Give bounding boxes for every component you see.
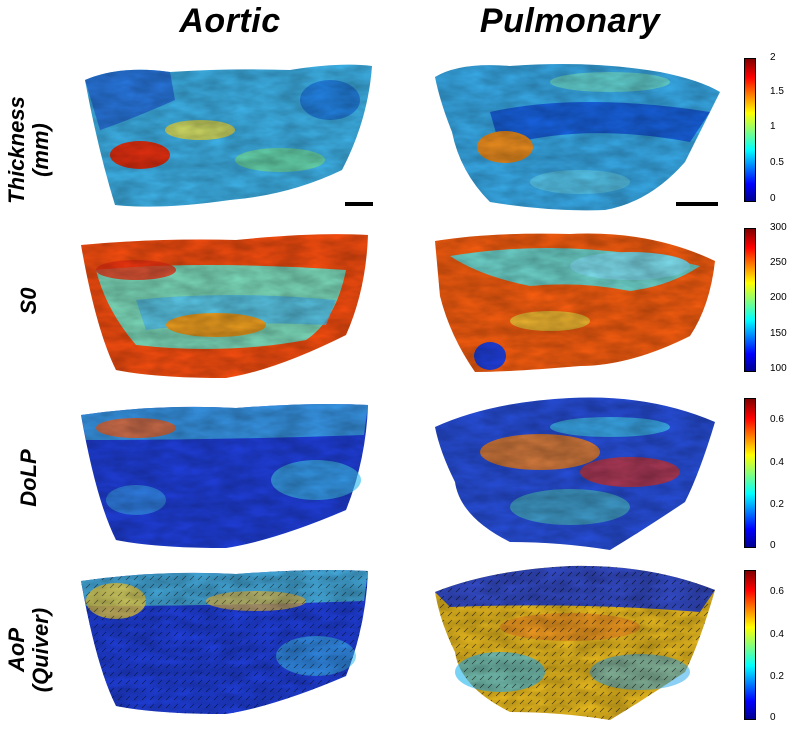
colorbar-tick: 200 (770, 292, 787, 303)
colorbar-tick: 1 (770, 121, 776, 132)
row-label-thickness: Thickness (mm) (4, 96, 53, 204)
colorbar-tick: 150 (770, 328, 787, 339)
colorbar-tick: 300 (770, 222, 787, 233)
colorbar-s0 (744, 228, 756, 372)
colorbar-tick: 100 (770, 363, 787, 374)
colorbar-tick: 0.4 (770, 629, 784, 640)
colorbar-tick: 1.5 (770, 86, 784, 97)
colorbar-tick: 0.2 (770, 499, 784, 510)
colorbar-aop (744, 570, 756, 720)
row-label-s0: S0 (16, 287, 41, 315)
thickness-pulmonary-map (430, 52, 730, 217)
aop-aortic-quiver-map (76, 566, 376, 718)
column-title-aortic: Aortic (179, 2, 281, 40)
colorbar-dolp (744, 398, 756, 548)
row-label-dolp: DoLP (16, 449, 41, 507)
colorbar-tick: 2 (770, 52, 776, 63)
column-title-pulmonary: Pulmonary (479, 2, 661, 40)
aop-pulmonary-quiver-map (430, 562, 725, 722)
colorbar-tick: 0 (770, 193, 776, 204)
colorbar-tick: 0.6 (770, 586, 784, 597)
colorbar-tick: 0 (770, 540, 776, 551)
colorbar-tick: 250 (770, 257, 787, 268)
s0-pulmonary-map (430, 226, 725, 376)
colorbar-tick: 0 (770, 712, 776, 723)
s0-aortic-map (76, 230, 376, 382)
dolp-aortic-map (76, 400, 376, 550)
colorbar-tick: 0.6 (770, 414, 784, 425)
colorbar-tick: 0.2 (770, 671, 784, 682)
row-label-aop: AoP (Quiver) (4, 607, 53, 693)
colorbar-tick: 0.5 (770, 157, 784, 168)
scale-bar-aortic (345, 202, 373, 206)
thickness-aortic-map (80, 60, 380, 215)
dolp-pulmonary-map (430, 392, 725, 552)
colorbar-tick: 0.4 (770, 457, 784, 468)
colorbar-thickness (744, 58, 756, 202)
scale-bar-pulmonary (676, 202, 718, 206)
